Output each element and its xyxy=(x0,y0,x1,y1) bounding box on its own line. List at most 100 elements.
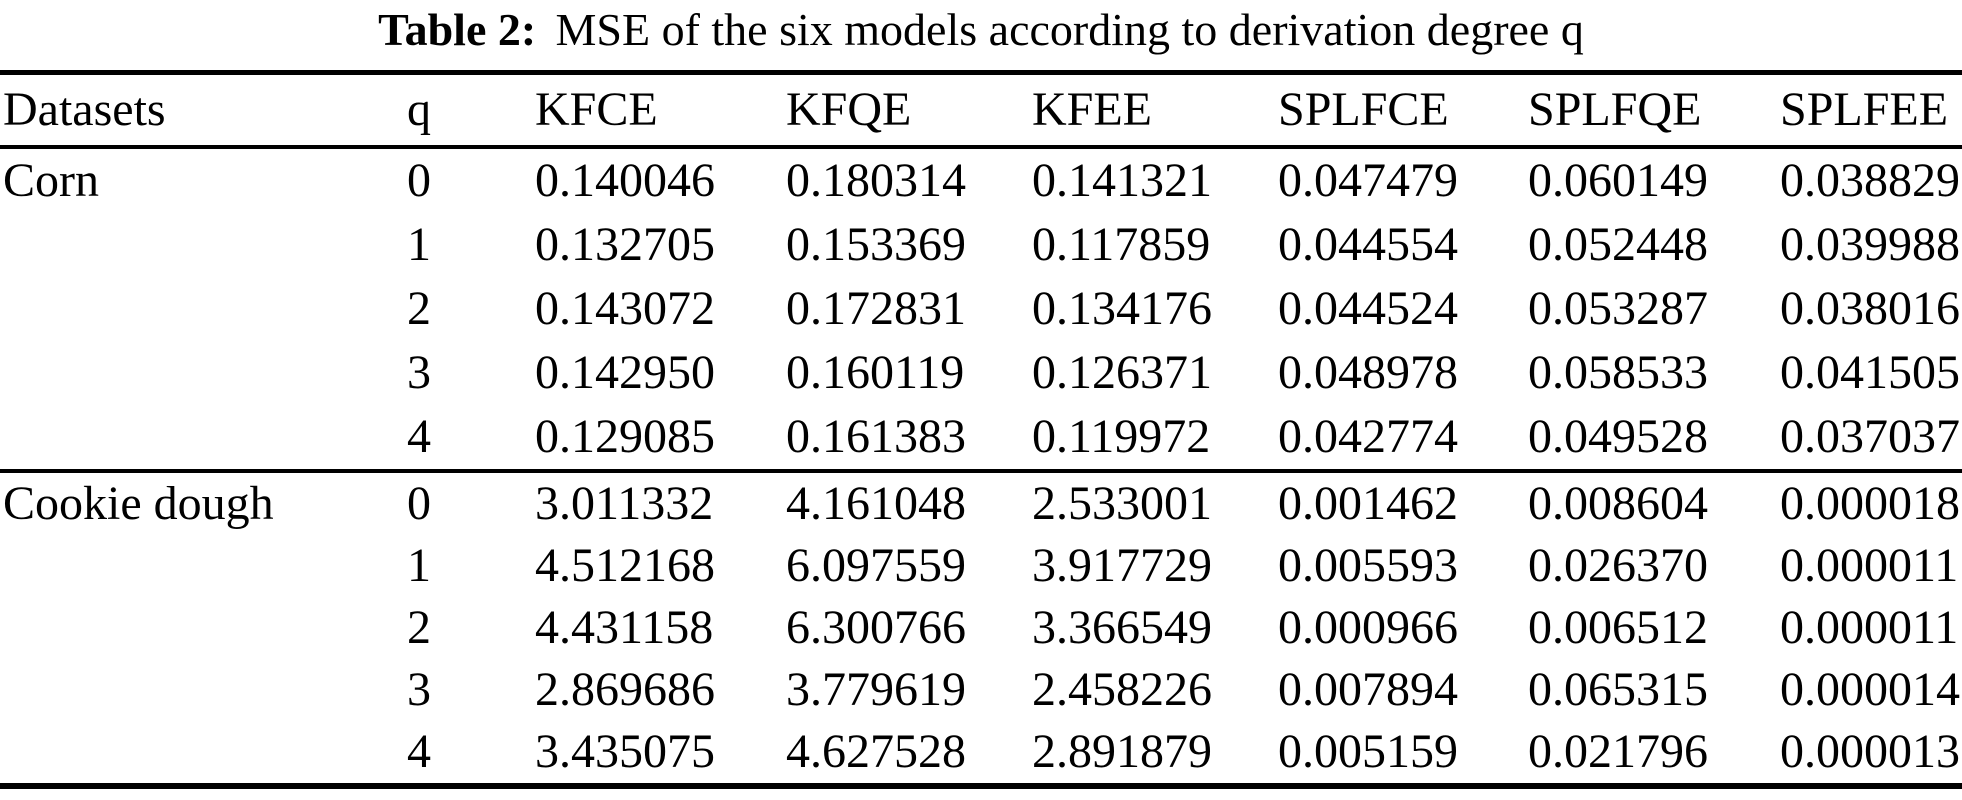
table-row: 4 0.129085 0.161383 0.119972 0.042774 0.04952… xyxy=(0,405,1962,473)
table-row: 2 0.143072 0.172831 0.134176 0.044524 0.05328… xyxy=(0,277,1962,341)
table-header: Datasets q KFCE KFQE KFEE SPLFCE SPLFQE … xyxy=(0,72,1962,149)
cell-dataset xyxy=(0,535,404,597)
table-caption-label: Table 2: xyxy=(378,4,537,55)
cell-splfce: 0.005159 xyxy=(1278,725,1458,778)
cell-kfce: 2.869686 xyxy=(535,663,715,716)
header-row: Datasets q KFCE KFQE KFEE SPLFCE SPLFQE … xyxy=(0,72,1962,149)
cell-splfqe: 0.006512 xyxy=(1528,601,1708,654)
cell-dataset: Corn xyxy=(3,154,99,207)
cell-q: 3 xyxy=(407,663,431,716)
cell-splfce: 0.005593 xyxy=(1278,539,1458,592)
col-header-kfee: KFEE xyxy=(1029,72,1275,149)
cell-kfce: 4.512168 xyxy=(535,539,715,592)
cell-splfce: 0.042774 xyxy=(1275,405,1525,473)
table-caption: Table 2: MSE of the six models according … xyxy=(0,0,1962,58)
cell-kfee: 0.141321 xyxy=(1032,154,1212,207)
cell-splfce: 0.044524 xyxy=(1278,282,1458,335)
table-row: 3 2.869686 3.779619 2.458226 0.007894 0.06531… xyxy=(0,659,1962,721)
cell-q: 3 xyxy=(407,346,431,399)
col-header-splfqe: SPLFQE xyxy=(1525,72,1777,149)
cell-q: 2 xyxy=(407,282,431,335)
cell-splfce: 0.048978 xyxy=(1278,346,1458,399)
cell-dataset xyxy=(0,341,404,405)
cell-splfqe: 0.008604 xyxy=(1528,477,1708,530)
cell-kfee: 0.117859 xyxy=(1032,218,1211,271)
cell-kfqe: 6.097559 xyxy=(786,539,966,592)
cell-splfce: 0.001462 xyxy=(1278,477,1458,530)
cell-kfqe: 3.779619 xyxy=(786,663,966,716)
cell-dataset: Cookie dough xyxy=(3,477,274,530)
col-header-kfqe: KFQE xyxy=(783,72,1029,149)
cell-splfee: 0.000018 xyxy=(1780,477,1960,530)
cell-kfce: 0.140046 xyxy=(535,154,715,207)
table-row: Corn 0 0.140046 0.180314 0.141321 0.047479 0.0… xyxy=(0,147,1962,213)
cell-q: 1 xyxy=(407,218,431,271)
cell-q: 4 xyxy=(407,725,431,778)
cell-kfee: 2.458226 xyxy=(1032,663,1212,716)
col-header-splfce: SPLFCE xyxy=(1275,72,1525,149)
cell-splfqe: 0.060149 xyxy=(1528,154,1708,207)
cell-kfqe: 0.160119 xyxy=(786,346,965,399)
cell-kfqe: 4.161048 xyxy=(786,477,966,530)
cell-kfqe: 0.180314 xyxy=(786,154,966,207)
cell-kfce: 0.142950 xyxy=(535,346,715,399)
table-row: 1 0.132705 0.153369 0.117859 0.044554 0.05244… xyxy=(0,213,1962,277)
cell-splfqe: 0.049528 xyxy=(1525,405,1777,473)
cell-splfee: 0.039988 xyxy=(1780,218,1960,271)
cell-dataset xyxy=(0,721,404,786)
cell-splfce: 0.007894 xyxy=(1278,663,1458,716)
cell-kfqe: 4.627528 xyxy=(786,725,966,778)
cell-splfqe: 0.052448 xyxy=(1528,218,1708,271)
cell-splfqe: 0.065315 xyxy=(1528,663,1708,716)
table-row: Cookie dough 0 3.011332 4.161048 2.533001 0.0… xyxy=(0,471,1962,535)
table-row: 2 4.431158 6.300766 3.366549 0.000966 0.00651… xyxy=(0,597,1962,659)
table-row: 1 4.512168 6.097559 3.917729 0.005593 0.02637… xyxy=(0,535,1962,597)
cell-splfqe: 0.053287 xyxy=(1528,282,1708,335)
table-body-cookie: Cookie dough 0 3.011332 4.161048 2.533001 0.0… xyxy=(0,471,1962,786)
mse-table: Datasets q KFCE KFQE KFEE SPLFCE SPLFQE … xyxy=(0,70,1962,789)
cell-splfqe: 0.021796 xyxy=(1528,725,1708,778)
cell-kfee: 2.891879 xyxy=(1032,725,1212,778)
cell-dataset xyxy=(0,597,404,659)
cell-splfee: 0.041505 xyxy=(1780,346,1960,399)
cell-splfee: 0.000011 xyxy=(1780,539,1959,592)
cell-splfee: 0.037037 xyxy=(1777,405,1962,473)
cell-kfqe: 0.153369 xyxy=(786,218,966,271)
cell-splfee: 0.038829 xyxy=(1780,154,1960,207)
cell-kfce: 4.431158 xyxy=(535,601,714,654)
cell-dataset xyxy=(0,277,404,341)
cell-dataset xyxy=(0,405,404,473)
col-header-splfee: SPLFEE xyxy=(1777,72,1962,149)
cell-kfee: 2.533001 xyxy=(1032,477,1212,530)
cell-kfce: 0.129085 xyxy=(532,405,783,473)
cell-splfce: 0.047479 xyxy=(1278,154,1458,207)
cell-q: 0 xyxy=(407,154,431,207)
cell-splfee: 0.000014 xyxy=(1780,663,1960,716)
cell-dataset xyxy=(0,659,404,721)
col-header-datasets: Datasets xyxy=(0,72,404,149)
cell-kfqe: 0.161383 xyxy=(783,405,1029,473)
cell-kfee: 3.917729 xyxy=(1032,539,1212,592)
cell-kfee: 3.366549 xyxy=(1032,601,1212,654)
cell-splfce: 0.000966 xyxy=(1278,601,1458,654)
cell-q: 4 xyxy=(404,405,532,473)
cell-q: 2 xyxy=(407,601,431,654)
cell-kfce: 0.132705 xyxy=(535,218,715,271)
cell-q: 1 xyxy=(407,539,431,592)
cell-kfqe: 0.172831 xyxy=(786,282,966,335)
cell-splfee: 0.000013 xyxy=(1780,725,1960,778)
cell-kfce: 3.435075 xyxy=(535,725,715,778)
cell-splfqe: 0.026370 xyxy=(1528,539,1708,592)
cell-dataset xyxy=(0,213,404,277)
cell-splfee: 0.038016 xyxy=(1780,282,1960,335)
col-header-kfce: KFCE xyxy=(532,72,783,149)
cell-kfqe: 6.300766 xyxy=(786,601,966,654)
cell-splfce: 0.044554 xyxy=(1278,218,1458,271)
col-header-q: q xyxy=(404,72,532,149)
table-row: 4 3.435075 4.627528 2.891879 0.005159 0.02179… xyxy=(0,721,1962,786)
cell-kfee: 0.134176 xyxy=(1032,282,1212,335)
table-body-corn: Corn 0 0.140046 0.180314 0.141321 0.047479 0.0… xyxy=(0,147,1962,473)
cell-splfqe: 0.058533 xyxy=(1528,346,1708,399)
cell-kfce: 0.143072 xyxy=(535,282,715,335)
